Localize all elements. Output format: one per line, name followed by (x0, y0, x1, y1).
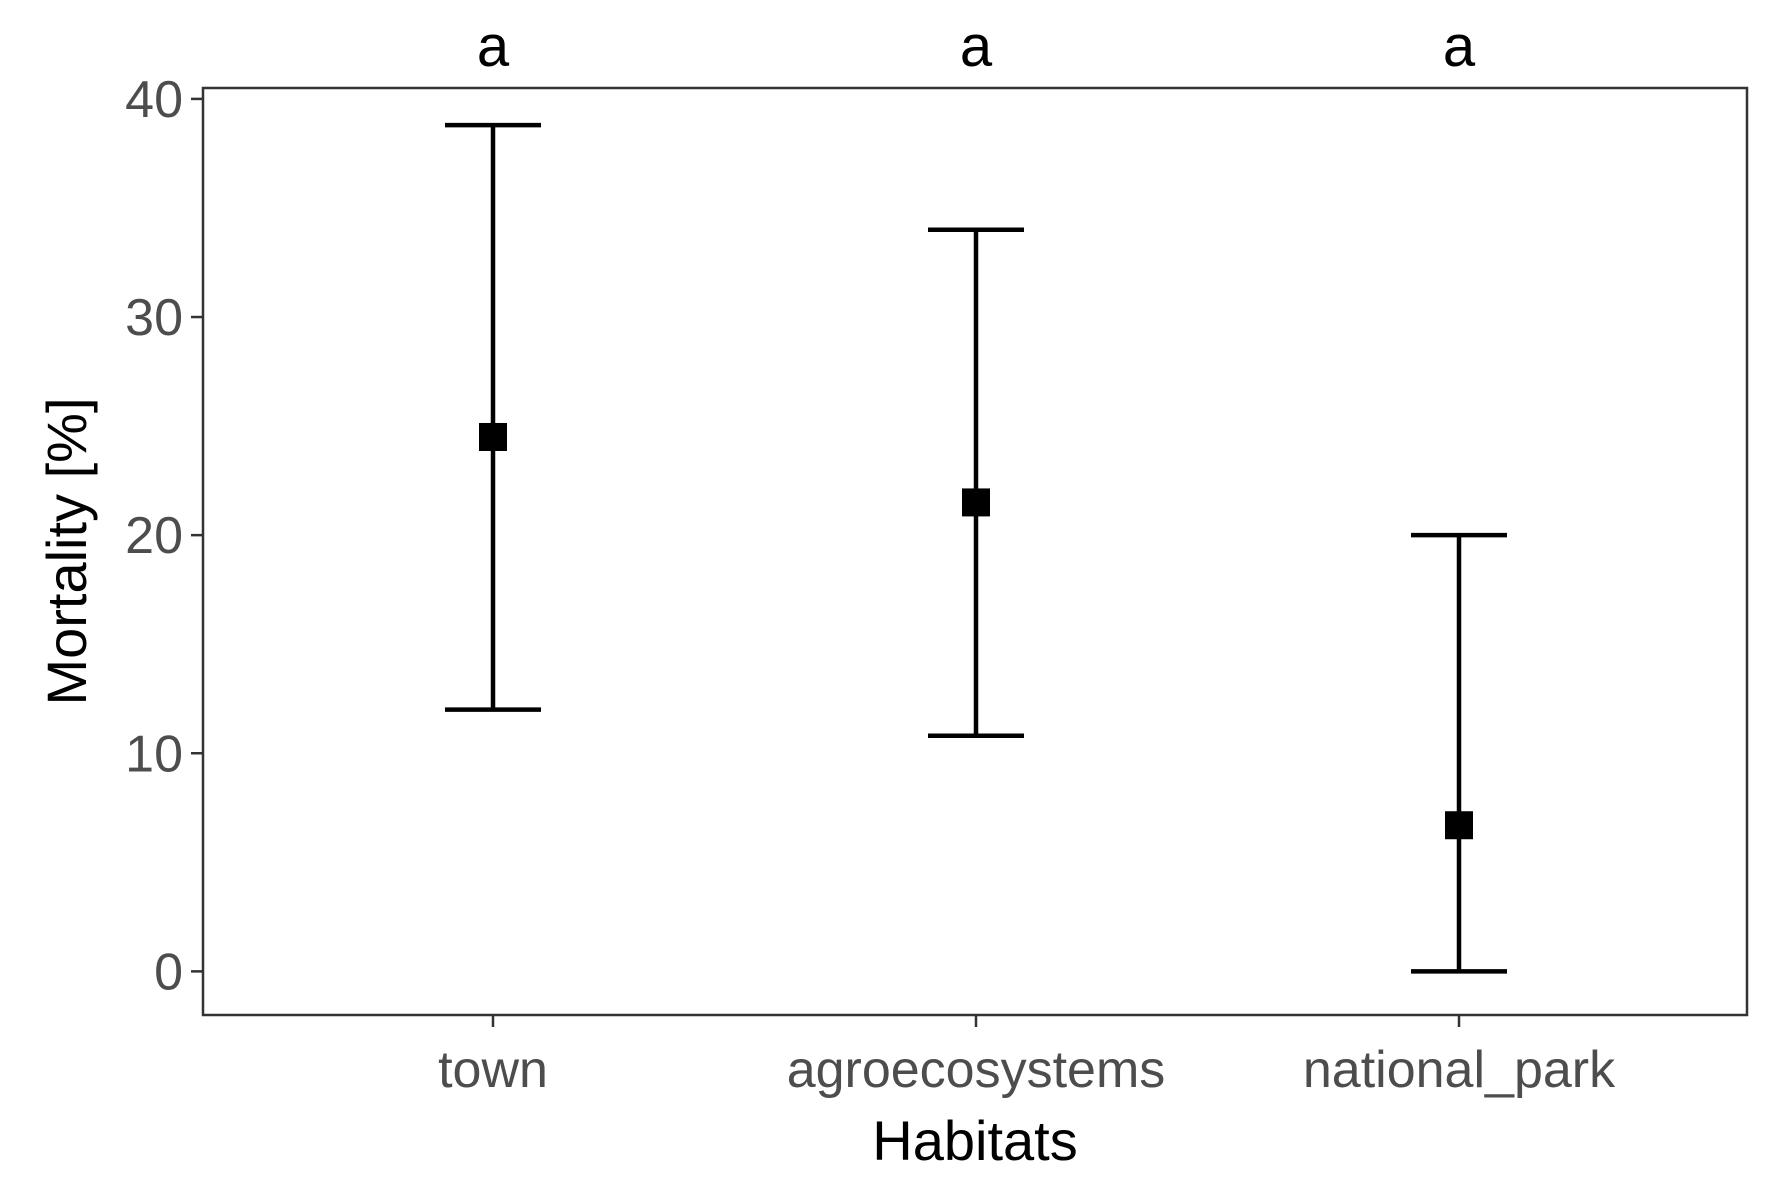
x-tick-label: national_park (1303, 1041, 1616, 1099)
x-axis-title: Habitats (872, 1109, 1077, 1172)
y-axis: 0 10 20 30 40 (125, 71, 203, 1001)
y-tick-label: 10 (125, 725, 183, 783)
y-tick-label: 20 (125, 507, 183, 565)
x-tick-label: town (438, 1041, 548, 1099)
y-tick-label: 0 (154, 943, 183, 1001)
significance-letter: a (960, 14, 993, 79)
data-point-marker (479, 422, 507, 451)
y-tick-label: 40 (125, 71, 183, 129)
y-axis-title: Mortality [%] (35, 397, 98, 705)
errorbar-group (1411, 532, 1507, 974)
errorbar-group (928, 227, 1024, 739)
significance-letter: a (477, 14, 510, 79)
data-marks (445, 122, 1507, 974)
significance-letter: a (1443, 14, 1476, 79)
data-point-marker (962, 488, 990, 517)
x-tick-label: agroecosystems (787, 1041, 1166, 1099)
x-axis: town agroecosystems national_park (438, 1015, 1616, 1099)
data-point-marker (1445, 811, 1473, 840)
y-tick-label: 30 (125, 289, 183, 347)
errorbar-group (445, 122, 541, 712)
